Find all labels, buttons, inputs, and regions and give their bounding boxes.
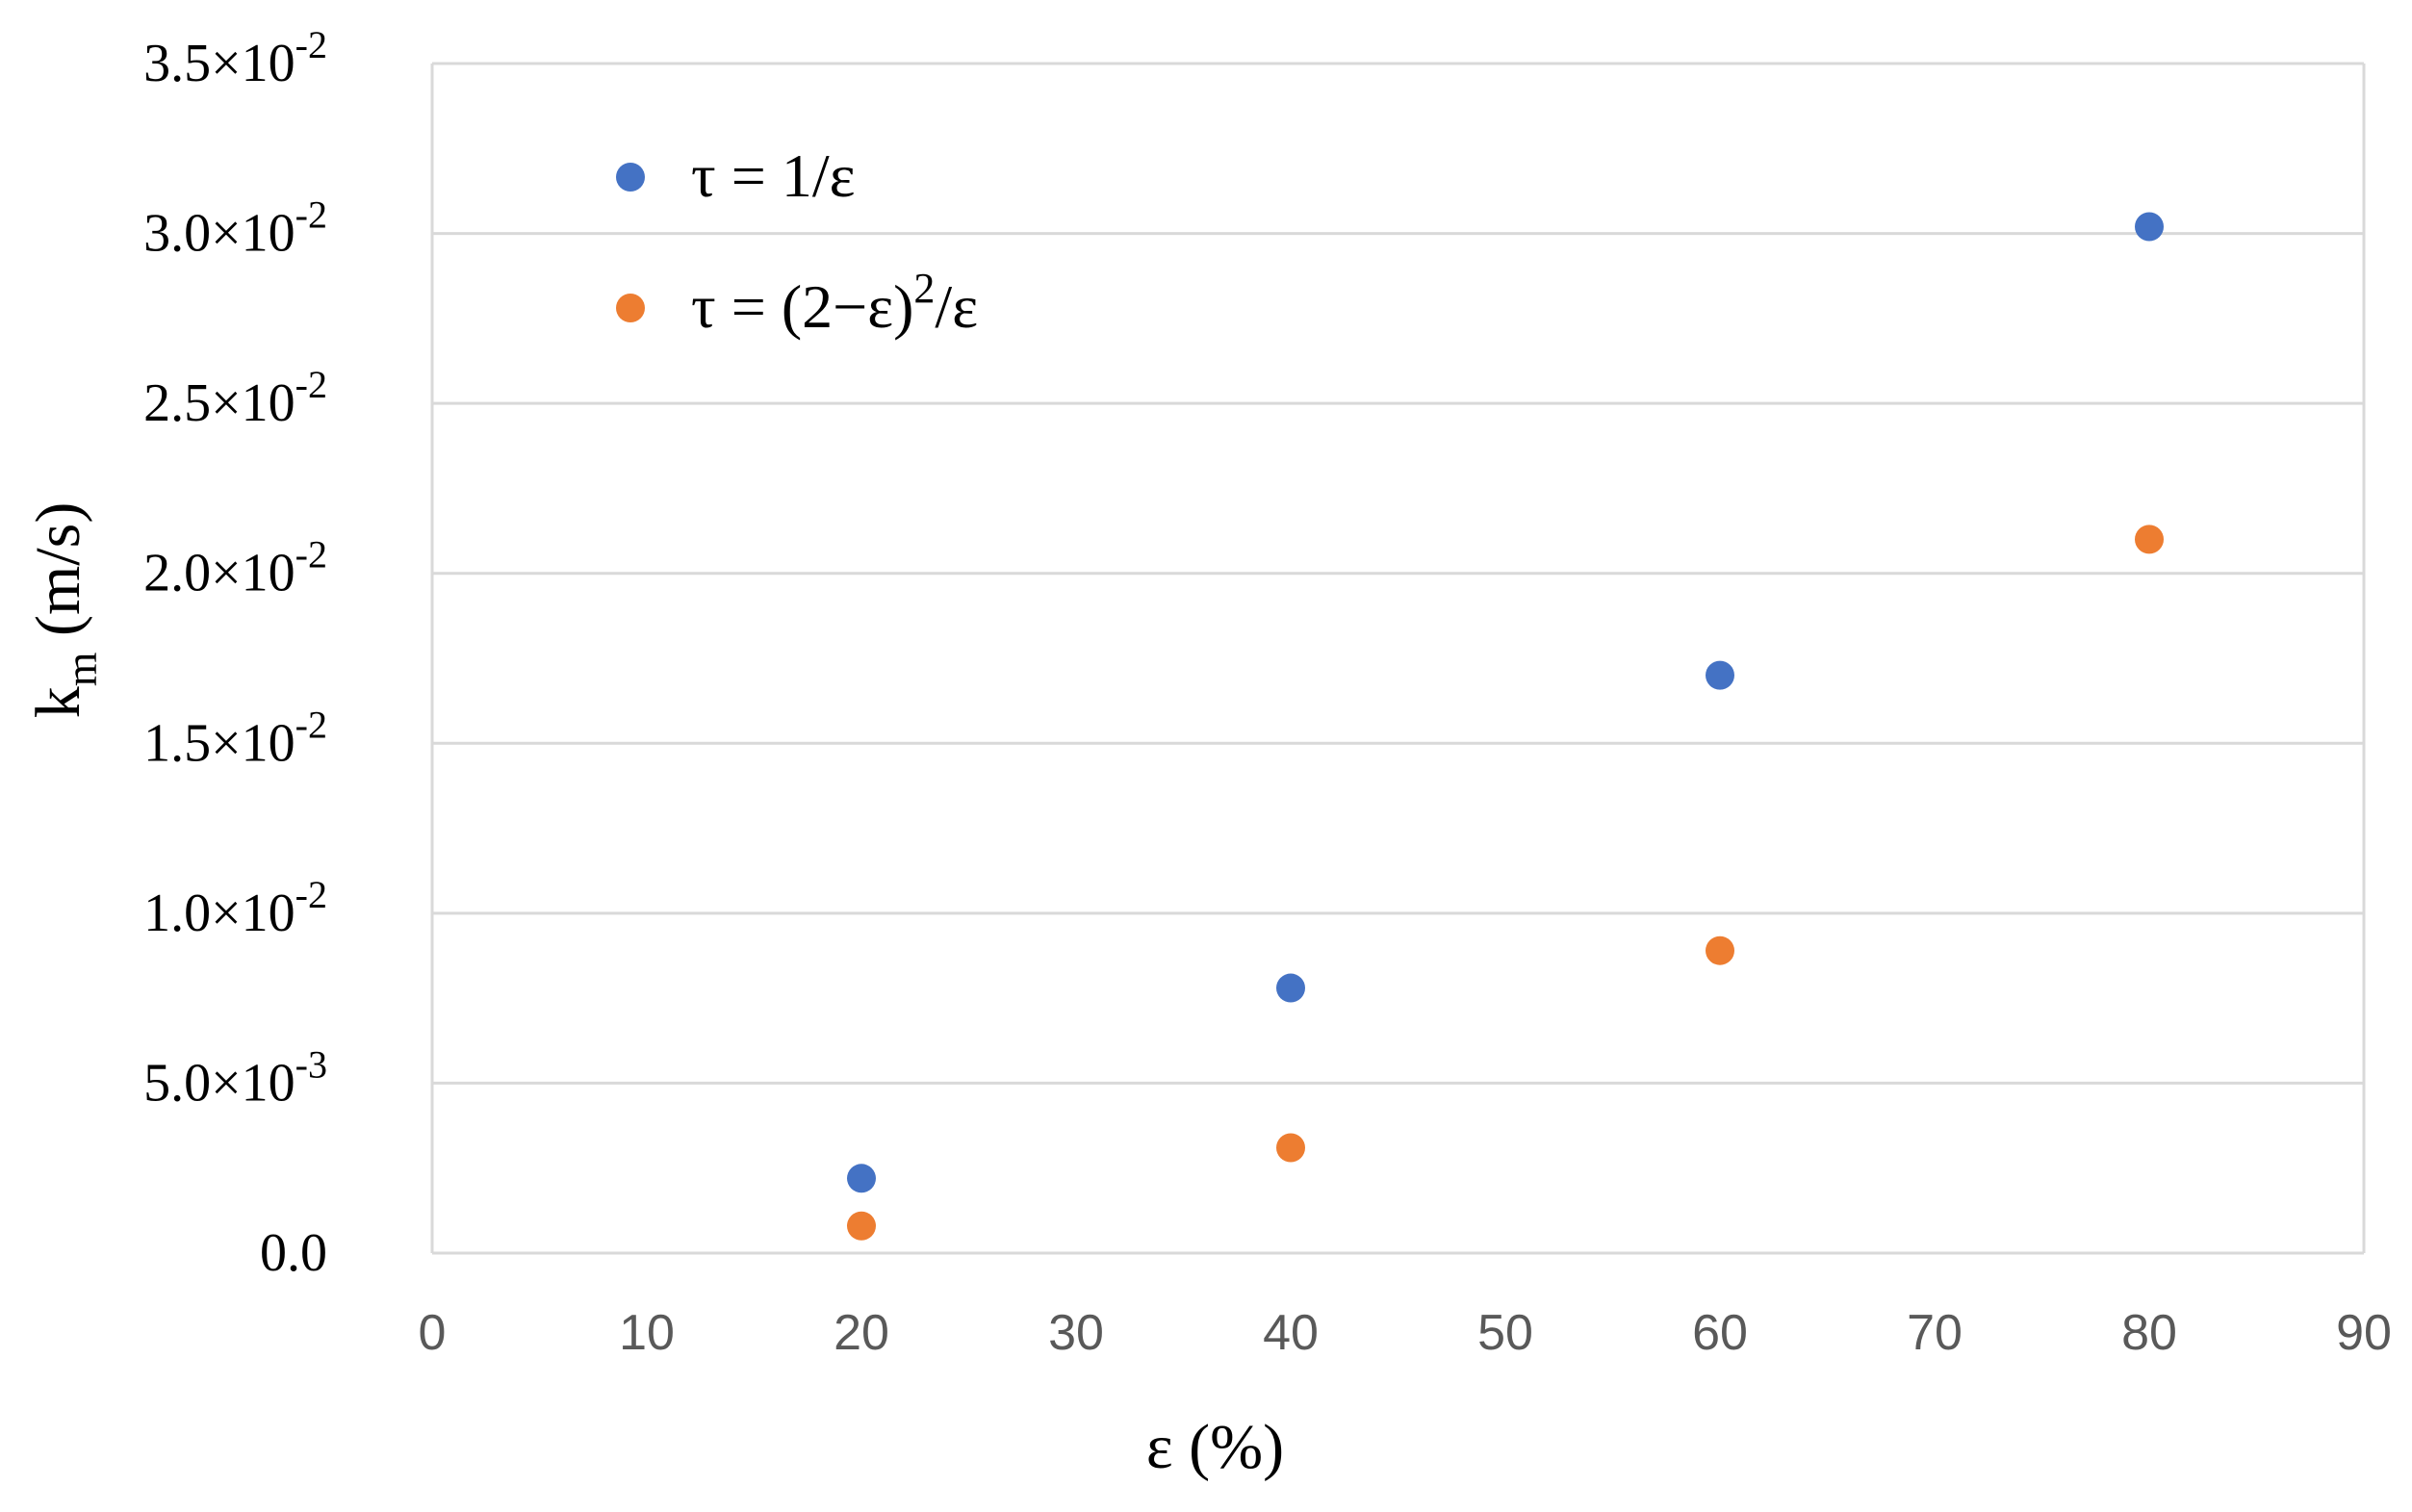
y-axis-title-subscript: m bbox=[57, 652, 106, 686]
legend-marker-1 bbox=[616, 163, 645, 192]
legend-label-1: τ = 1/ε bbox=[691, 141, 855, 210]
x-tick-label-8: 80 bbox=[2121, 1305, 2177, 1361]
y-tick-label-3: 1.5×10-2 bbox=[143, 703, 327, 773]
x-tick-label-7: 70 bbox=[1907, 1305, 1963, 1361]
y-tick-mantissa: 1.5×10 bbox=[143, 713, 295, 773]
y-tick-exponent: -2 bbox=[295, 703, 327, 746]
gridlines bbox=[432, 62, 2364, 1085]
x-tick-label-5: 50 bbox=[1477, 1305, 1533, 1361]
series-2-point-3 bbox=[1706, 935, 1734, 965]
legend-text: τ = (2−ε) bbox=[691, 272, 913, 341]
x-tick-label-4: 40 bbox=[1263, 1305, 1319, 1361]
y-tick-label-2: 1.0×10-2 bbox=[143, 873, 327, 943]
y-tick-label-6: 3.0×10-2 bbox=[143, 193, 327, 264]
y-tick-label-7: 3.5×10-2 bbox=[143, 23, 327, 93]
y-tick-label-0: 0.0 bbox=[260, 1223, 327, 1283]
y-axis-title-unit: (m/s) bbox=[23, 502, 93, 653]
y-tick-exponent: -3 bbox=[295, 1042, 327, 1086]
data-points bbox=[847, 212, 2164, 1241]
y-tick-mantissa: 5.0×10 bbox=[143, 1053, 295, 1113]
legend-marker-2 bbox=[616, 294, 645, 322]
y-tick-label-4: 2.0×10-2 bbox=[143, 533, 327, 603]
series-2-point-2 bbox=[1276, 1133, 1305, 1163]
y-axis-title: km (m/s) bbox=[23, 502, 106, 719]
series-1-point-4 bbox=[2135, 212, 2164, 242]
axis-titles: ε (%) km (m/s) bbox=[23, 502, 1284, 1482]
series-1-point-3 bbox=[1706, 660, 1734, 690]
y-tick-exponent: -2 bbox=[295, 873, 327, 916]
y-tick-exponent: -2 bbox=[295, 193, 327, 237]
legend: τ = 1/ε τ = (2−ε)2/ε bbox=[616, 141, 978, 341]
y-tick-mantissa: 3.5×10 bbox=[143, 34, 295, 93]
x-tick-labels: 0 10 20 30 40 50 60 70 80 90 bbox=[419, 1305, 2392, 1361]
y-tick-mantissa: 1.0×10 bbox=[143, 884, 295, 943]
y-tick-labels: 0.05.0×10-31.0×10-21.5×10-22.0×10-22.5×1… bbox=[143, 23, 327, 1283]
y-tick-label-1: 5.0×10-3 bbox=[143, 1042, 327, 1113]
y-tick-mantissa: 3.0×10 bbox=[143, 204, 295, 264]
series-2-point-4 bbox=[2135, 525, 2164, 554]
x-tick-label-1: 10 bbox=[619, 1305, 675, 1361]
series-2-point-1 bbox=[847, 1211, 876, 1241]
series-1-point-1 bbox=[847, 1164, 876, 1193]
x-tick-label-2: 20 bbox=[834, 1305, 889, 1361]
series-1-point-2 bbox=[1276, 973, 1305, 1003]
y-tick-exponent: -2 bbox=[295, 23, 327, 66]
y-tick-exponent: -2 bbox=[295, 533, 327, 577]
y-tick-mantissa: 2.5×10 bbox=[143, 373, 295, 433]
x-tick-label-6: 60 bbox=[1692, 1305, 1748, 1361]
y-tick-exponent: -2 bbox=[295, 363, 327, 406]
y-axis-title-main: k bbox=[23, 686, 93, 718]
legend-label-2: τ = (2−ε)2/ε bbox=[691, 265, 978, 341]
x-tick-label-3: 30 bbox=[1048, 1305, 1104, 1361]
x-tick-label-9: 90 bbox=[2336, 1305, 2392, 1361]
y-tick-mantissa: 2.0×10 bbox=[143, 544, 295, 603]
axes bbox=[430, 64, 2366, 1255]
legend-text: τ = 1/ε bbox=[691, 141, 855, 210]
x-axis-title: ε (%) bbox=[1146, 1412, 1284, 1482]
legend-superscript: 2 bbox=[913, 265, 935, 312]
legend-text-after: /ε bbox=[935, 272, 978, 341]
y-tick-label-5: 2.5×10-2 bbox=[143, 363, 327, 433]
x-tick-label-0: 0 bbox=[419, 1305, 447, 1361]
